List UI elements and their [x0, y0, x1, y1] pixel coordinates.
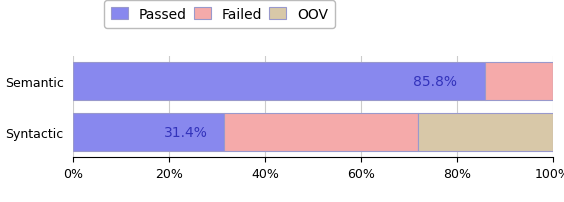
Legend: Passed, Failed, OOV: Passed, Failed, OOV	[104, 1, 335, 29]
Bar	[224, 113, 418, 151]
Text: 31.4%: 31.4%	[164, 125, 208, 139]
Bar	[73, 113, 224, 151]
Bar	[73, 63, 484, 101]
Bar	[484, 63, 553, 101]
Text: 85.8%: 85.8%	[413, 75, 457, 89]
Bar	[418, 113, 553, 151]
